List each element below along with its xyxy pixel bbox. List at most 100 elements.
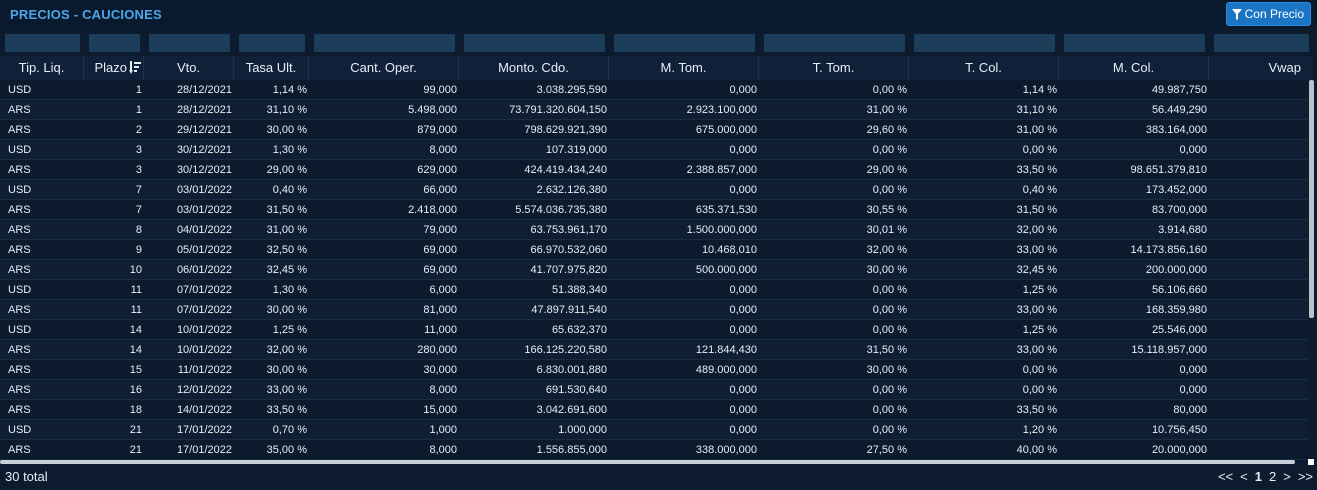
table-footer: 30 total << < 1 2 > >>: [0, 466, 1317, 490]
cell-t-col: 1,25 %: [1022, 284, 1057, 296]
cell-vwap: [1209, 340, 1308, 359]
next-page-button[interactable]: >: [1283, 469, 1291, 484]
col-header-tip-liq[interactable]: Tip. Liq.: [0, 56, 84, 80]
filter-input-tasa-ult[interactable]: [239, 34, 305, 52]
cell-cant-oper: 66,000: [423, 184, 457, 196]
cell-t-tom: 32,00 %: [866, 244, 907, 256]
cell-vwap: [1209, 380, 1308, 399]
filter-input-t-col[interactable]: [914, 34, 1055, 52]
cell-tasa-ult: 32,00 %: [266, 344, 307, 356]
cell-vwap: [1209, 140, 1308, 159]
filter-input-cant-oper[interactable]: [314, 34, 455, 52]
table-row[interactable]: ARS 14 10/01/2022 32,00 % 280,000 166.125.220…: [0, 340, 1308, 360]
col-header-tasa-ult[interactable]: Tasa Ult.: [234, 56, 309, 80]
cell-t-col: 33,00 %: [1016, 304, 1057, 316]
filter-input-m-tom[interactable]: [614, 34, 755, 52]
filter-input-plazo[interactable]: [89, 34, 140, 52]
con-precio-filter-button[interactable]: Con Precio: [1225, 2, 1311, 26]
panel-header: PRECIOS - CAUCIONES Con Precio: [0, 0, 1317, 28]
cell-t-tom: 29,60 %: [866, 124, 907, 136]
cell-t-tom: 29,00 %: [866, 164, 907, 176]
cell-t-tom: 31,00 %: [866, 104, 907, 116]
table-row[interactable]: USD 11 07/01/2022 1,30 % 6,000 51.388,340 0,00…: [0, 280, 1308, 300]
cell-plazo: 7: [135, 204, 142, 216]
table-row[interactable]: ARS 18 14/01/2022 33,50 % 15,000 3.042.691,60…: [0, 400, 1308, 420]
filter-input-vwap[interactable]: [1214, 34, 1309, 52]
cell-m-tom: 0,000: [729, 184, 757, 196]
cell-vwap: [1209, 420, 1308, 439]
vertical-scroll-thumb[interactable]: [1309, 80, 1314, 318]
table-row[interactable]: ARS 15 11/01/2022 30,00 % 30,000 6.830.001,88…: [0, 360, 1308, 380]
col-header-vwap[interactable]: Vwap: [1268, 60, 1301, 75]
cell-m-tom: 635.371,530: [695, 204, 757, 216]
column-header-row: Tip. Liq. Plazo Vto. Tasa Ult. Cant. Ope…: [0, 56, 1313, 81]
table-row[interactable]: ARS 3 30/12/2021 29,00 % 629,000 424.419.434,…: [0, 160, 1308, 180]
cell-tip-liq: USD: [8, 84, 32, 96]
filter-input-m-col[interactable]: [1064, 34, 1205, 52]
cell-tip-liq: ARS: [8, 164, 31, 176]
prev-page-button[interactable]: <: [1240, 469, 1248, 484]
col-header-plazo-label: Plazo: [94, 60, 127, 75]
table-row[interactable]: USD 14 10/01/2022 1,25 % 11,000 65.632,370 0,0…: [0, 320, 1308, 340]
cell-cant-oper: 69,000: [423, 244, 457, 256]
cell-plazo: 2: [135, 124, 142, 136]
col-header-plazo[interactable]: Plazo: [84, 56, 144, 80]
vertical-scrollbar[interactable]: [1308, 80, 1317, 460]
table-row[interactable]: ARS 1 28/12/2021 31,10 % 5.498,000 73.791.320…: [0, 100, 1308, 120]
cell-m-tom: 1.500.000,000: [686, 224, 757, 236]
cell-cant-oper: 1,000: [429, 424, 457, 436]
horizontal-scroll-thumb[interactable]: [0, 460, 1295, 464]
cell-cant-oper: 15,000: [423, 404, 457, 416]
cell-plazo: 11: [130, 304, 142, 316]
cell-cant-oper: 8,000: [429, 444, 457, 456]
cell-t-col: 31,50 %: [1016, 204, 1057, 216]
cell-tip-liq: USD: [8, 144, 32, 156]
cell-m-tom: 2.388.857,000: [686, 164, 757, 176]
first-page-button[interactable]: <<: [1217, 469, 1234, 484]
col-header-t-col[interactable]: T. Col.: [909, 56, 1059, 80]
filter-input-t-tom[interactable]: [764, 34, 905, 52]
cell-vto: 03/01/2022: [176, 204, 232, 216]
cell-m-tom: 0,000: [729, 384, 757, 396]
last-page-button[interactable]: >>: [1297, 469, 1313, 484]
page-1-button[interactable]: 1: [1254, 469, 1262, 484]
cell-cant-oper: 79,000: [423, 224, 457, 236]
col-header-m-col[interactable]: M. Col.: [1059, 56, 1209, 80]
table-row[interactable]: ARS 21 17/01/2022 35,00 % 8,000 1.556.855,000…: [0, 440, 1308, 460]
cell-t-tom: 0,00 %: [872, 144, 907, 156]
column-filter-row: [0, 32, 1313, 54]
cell-t-tom: 0,00 %: [872, 304, 907, 316]
col-header-cant-oper[interactable]: Cant. Oper.: [309, 56, 459, 80]
table-row[interactable]: USD 7 03/01/2022 0,40 % 66,000 2.632.126,380 0…: [0, 180, 1308, 200]
cell-t-tom: 30,00 %: [866, 364, 907, 376]
table-row[interactable]: USD 1 28/12/2021 1,14 % 99,000 3.038.295,590 0…: [0, 80, 1308, 100]
filter-input-tip-liq[interactable]: [5, 34, 80, 52]
sort-descending-icon[interactable]: [129, 61, 141, 74]
col-header-m-tom[interactable]: M. Tom.: [609, 56, 759, 80]
col-header-monto-cdo[interactable]: Monto. Cdo.: [459, 56, 609, 80]
cell-m-col: 200.000,000: [1145, 264, 1207, 276]
table-row[interactable]: ARS 16 12/01/2022 33,00 % 8,000 691.530,640 0,…: [0, 380, 1308, 400]
cell-monto-cdo: 3.042.691,600: [536, 404, 607, 416]
cell-t-tom: 0,00 %: [872, 324, 907, 336]
table-row[interactable]: ARS 10 06/01/2022 32,45 % 69,000 41.707.975,8…: [0, 260, 1308, 280]
col-header-vto[interactable]: Vto.: [144, 56, 234, 80]
cell-t-col: 1,14 %: [1022, 84, 1057, 96]
table-row[interactable]: USD 21 17/01/2022 0,70 % 1,000 1.000,000 0,000…: [0, 420, 1308, 440]
page-2-button[interactable]: 2: [1268, 469, 1277, 484]
table-row[interactable]: ARS 7 03/01/2022 31,50 % 2.418,000 5.574.036.…: [0, 200, 1308, 220]
cell-m-col: 83.700,000: [1151, 204, 1207, 216]
filter-input-vto[interactable]: [149, 34, 230, 52]
table-row[interactable]: ARS 11 07/01/2022 30,00 % 81,000 47.897.911,5…: [0, 300, 1308, 320]
cell-tasa-ult: 32,50 %: [266, 244, 307, 256]
filter-input-monto-cdo[interactable]: [464, 34, 605, 52]
table-row[interactable]: USD 3 30/12/2021 1,30 % 8,000 107.319,000 0,00…: [0, 140, 1308, 160]
cell-t-tom: 0,00 %: [872, 84, 907, 96]
table-row[interactable]: ARS 9 05/01/2022 32,50 % 69,000 66.970.532,06…: [0, 240, 1308, 260]
horizontal-scrollbar[interactable]: [0, 460, 1317, 465]
table-row[interactable]: ARS 2 29/12/2021 30,00 % 879,000 798.629.921,…: [0, 120, 1308, 140]
cell-t-tom: 31,50 %: [866, 344, 907, 356]
col-header-t-tom[interactable]: T. Tom.: [759, 56, 909, 80]
table-row[interactable]: ARS 8 04/01/2022 31,00 % 79,000 63.753.961,17…: [0, 220, 1308, 240]
cell-vto: 28/12/2021: [176, 104, 232, 116]
